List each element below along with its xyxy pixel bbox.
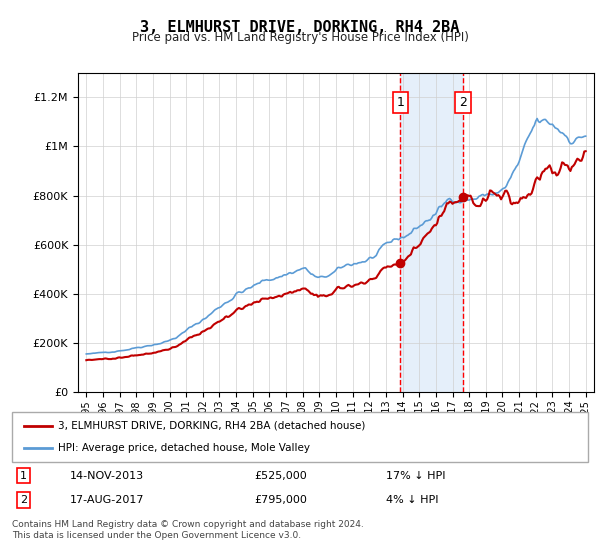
- Text: 2: 2: [459, 96, 467, 109]
- Text: 1: 1: [20, 470, 27, 480]
- Text: 1: 1: [397, 96, 404, 109]
- Text: £795,000: £795,000: [254, 495, 307, 505]
- Text: Contains HM Land Registry data © Crown copyright and database right 2024.
This d: Contains HM Land Registry data © Crown c…: [12, 520, 364, 540]
- Text: HPI: Average price, detached house, Mole Valley: HPI: Average price, detached house, Mole…: [58, 443, 310, 453]
- Text: 17% ↓ HPI: 17% ↓ HPI: [386, 470, 446, 480]
- Text: 3, ELMHURST DRIVE, DORKING, RH4 2BA: 3, ELMHURST DRIVE, DORKING, RH4 2BA: [140, 20, 460, 35]
- Bar: [400, 73, 463, 392]
- Text: Price paid vs. HM Land Registry's House Price Index (HPI): Price paid vs. HM Land Registry's House …: [131, 31, 469, 44]
- Text: £525,000: £525,000: [254, 470, 307, 480]
- FancyBboxPatch shape: [12, 412, 588, 462]
- Text: 17-AUG-2017: 17-AUG-2017: [70, 495, 144, 505]
- Text: 4% ↓ HPI: 4% ↓ HPI: [386, 495, 439, 505]
- Text: 2: 2: [20, 495, 27, 505]
- Text: 3, ELMHURST DRIVE, DORKING, RH4 2BA (detached house): 3, ELMHURST DRIVE, DORKING, RH4 2BA (det…: [58, 421, 365, 431]
- Text: 14-NOV-2013: 14-NOV-2013: [70, 470, 144, 480]
